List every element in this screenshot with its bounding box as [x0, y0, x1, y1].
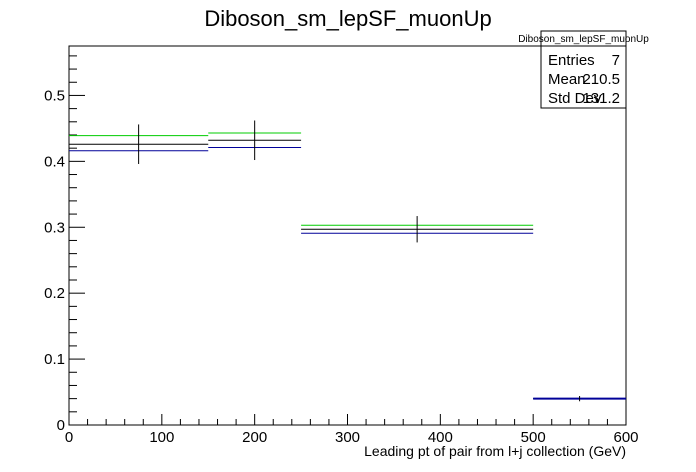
error-bars: [138, 120, 581, 402]
y-tick-label: 0.4: [44, 153, 65, 170]
x-tick-label: 500: [521, 429, 546, 446]
y-tick-label: 0.3: [44, 219, 65, 236]
stats-header: Diboson_sm_lepSF_muonUp: [518, 34, 649, 45]
chart-title: Diboson_sm_lepSF_muonUp: [204, 6, 491, 31]
x-axis: 0 100 200 300 400 500 600: [65, 414, 639, 446]
y-tick-label: 0.5: [44, 87, 65, 104]
stats-value: 7: [612, 52, 620, 69]
stats-value: 131.2: [582, 90, 620, 107]
y-axis: 0 0.1 0.2 0.3 0.4 0.5: [44, 55, 85, 434]
series-2: [69, 147, 626, 400]
stats-label: Mean: [548, 71, 586, 88]
x-tick-label: 100: [149, 429, 174, 446]
x-tick-label: 400: [428, 429, 453, 446]
stats-label: Entries: [548, 52, 595, 69]
x-tick-label: 600: [613, 429, 638, 446]
x-tick-label: 0: [65, 429, 73, 446]
stats-box: Diboson_sm_lepSF_muonUp Entries 7 Mean210.…: [518, 30, 649, 109]
y-tick-label: 0.1: [44, 351, 65, 368]
y-tick-label: 0: [57, 417, 65, 434]
series-1: [69, 139, 626, 400]
stats-value: 210.5: [582, 71, 620, 88]
x-axis-title: Leading pt of pair from l+j collection (…: [364, 443, 626, 459]
x-tick-label: 200: [242, 429, 267, 446]
stats-label: Std Dev: [548, 90, 602, 107]
series-0: [69, 132, 626, 400]
y-tick-label: 0.2: [44, 285, 65, 302]
x-tick-label: 300: [335, 429, 360, 446]
series-layer: [69, 132, 626, 400]
